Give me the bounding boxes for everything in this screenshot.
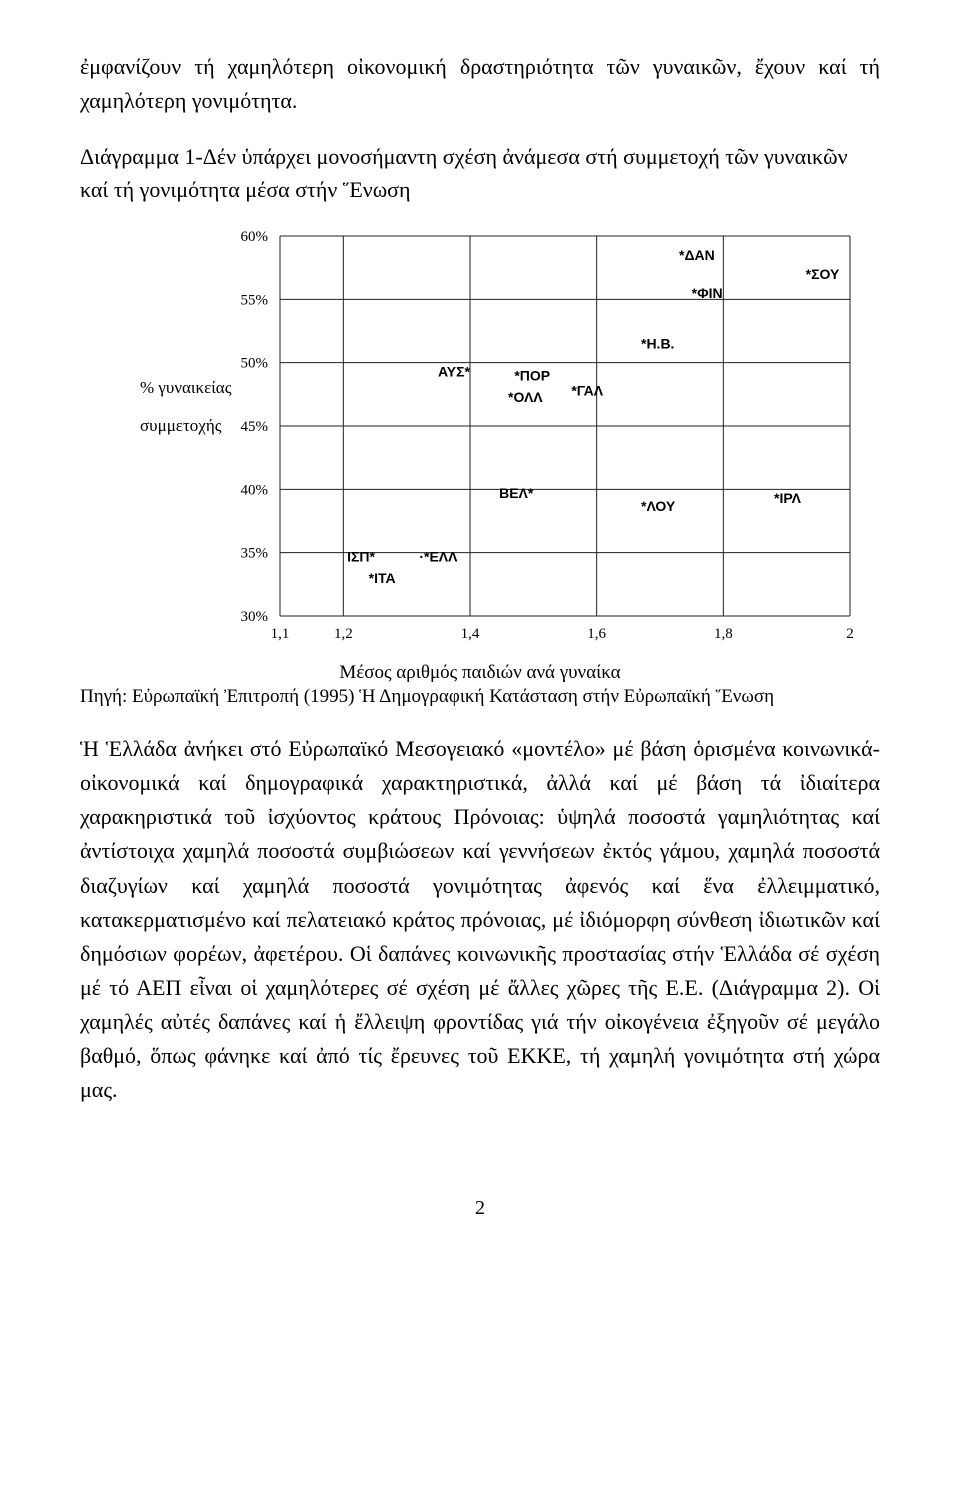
svg-text:2: 2 [846, 626, 854, 642]
svg-text:*ΦΙΝ: *ΦΙΝ [692, 285, 723, 301]
svg-text:συμμετοχής: συμμετοχής [140, 416, 222, 435]
page-number: 2 [80, 1197, 880, 1220]
svg-text:1,4: 1,4 [461, 626, 480, 642]
svg-text:ΒΕΛ*: ΒΕΛ* [499, 485, 534, 501]
chart-source: Πηγή: Εὐρωπαϊκή Ἐπιτροπή (1995) Ἡ Δημογρ… [80, 686, 880, 708]
svg-text:1,6: 1,6 [587, 626, 606, 642]
svg-text:·*ΕΛΛ: ·*ΕΛΛ [419, 549, 458, 565]
svg-text:*ΔΑΝ: *ΔΑΝ [679, 247, 715, 263]
svg-text:55%: 55% [241, 293, 269, 309]
svg-text:*ΟΛΛ: *ΟΛΛ [508, 389, 543, 405]
svg-text:% γυναικείας: % γυναικείας [140, 378, 232, 397]
svg-text:60%: 60% [241, 229, 269, 245]
x-axis-label: Μέσος αριθμός παιδιών ανά γυναίκα [80, 662, 880, 684]
svg-text:*ΠΟΡ: *ΠΟΡ [514, 368, 550, 384]
svg-text:*ΙΤΑ: *ΙΤΑ [369, 570, 396, 586]
svg-text:*ΛΟΥ: *ΛΟΥ [641, 498, 676, 514]
svg-text:*ΣΟΥ: *ΣΟΥ [806, 266, 840, 282]
chart-title: Διάγραμμα 1-Δέν ὑπάρχει μονοσήμαντη σχέσ… [80, 140, 880, 206]
svg-text:1,8: 1,8 [714, 626, 733, 642]
svg-text:*ΓΑΛ: *ΓΑΛ [571, 383, 603, 399]
svg-text:35%: 35% [241, 546, 269, 562]
svg-text:1,2: 1,2 [334, 626, 353, 642]
intro-paragraph: ἐμφανίζουν τή χαμηλότερη οἰκονομική δρασ… [80, 50, 880, 118]
svg-text:*ΙΡΛ: *ΙΡΛ [774, 490, 802, 506]
svg-text:ΙΣΠ*: ΙΣΠ* [347, 549, 375, 565]
svg-text:30%: 30% [241, 609, 269, 625]
svg-text:40%: 40% [241, 483, 269, 499]
svg-text:ΑΥΣ*: ΑΥΣ* [438, 364, 471, 380]
body-paragraph: Ἡ Ἑλλάδα ἀνήκει στό Εὐρωπαϊκό Μεσογειακό… [80, 732, 880, 1107]
svg-text:*Η.Β.: *Η.Β. [641, 336, 674, 352]
svg-text:50%: 50% [241, 356, 269, 372]
scatter-chart: 1,1 1,2 1,4 1,6 1,8 2 30% 35% 40% 45% 50% 55% 60% % γ… [80, 216, 880, 656]
svg-text:1,1: 1,1 [271, 626, 290, 642]
svg-text:45%: 45% [241, 419, 269, 435]
